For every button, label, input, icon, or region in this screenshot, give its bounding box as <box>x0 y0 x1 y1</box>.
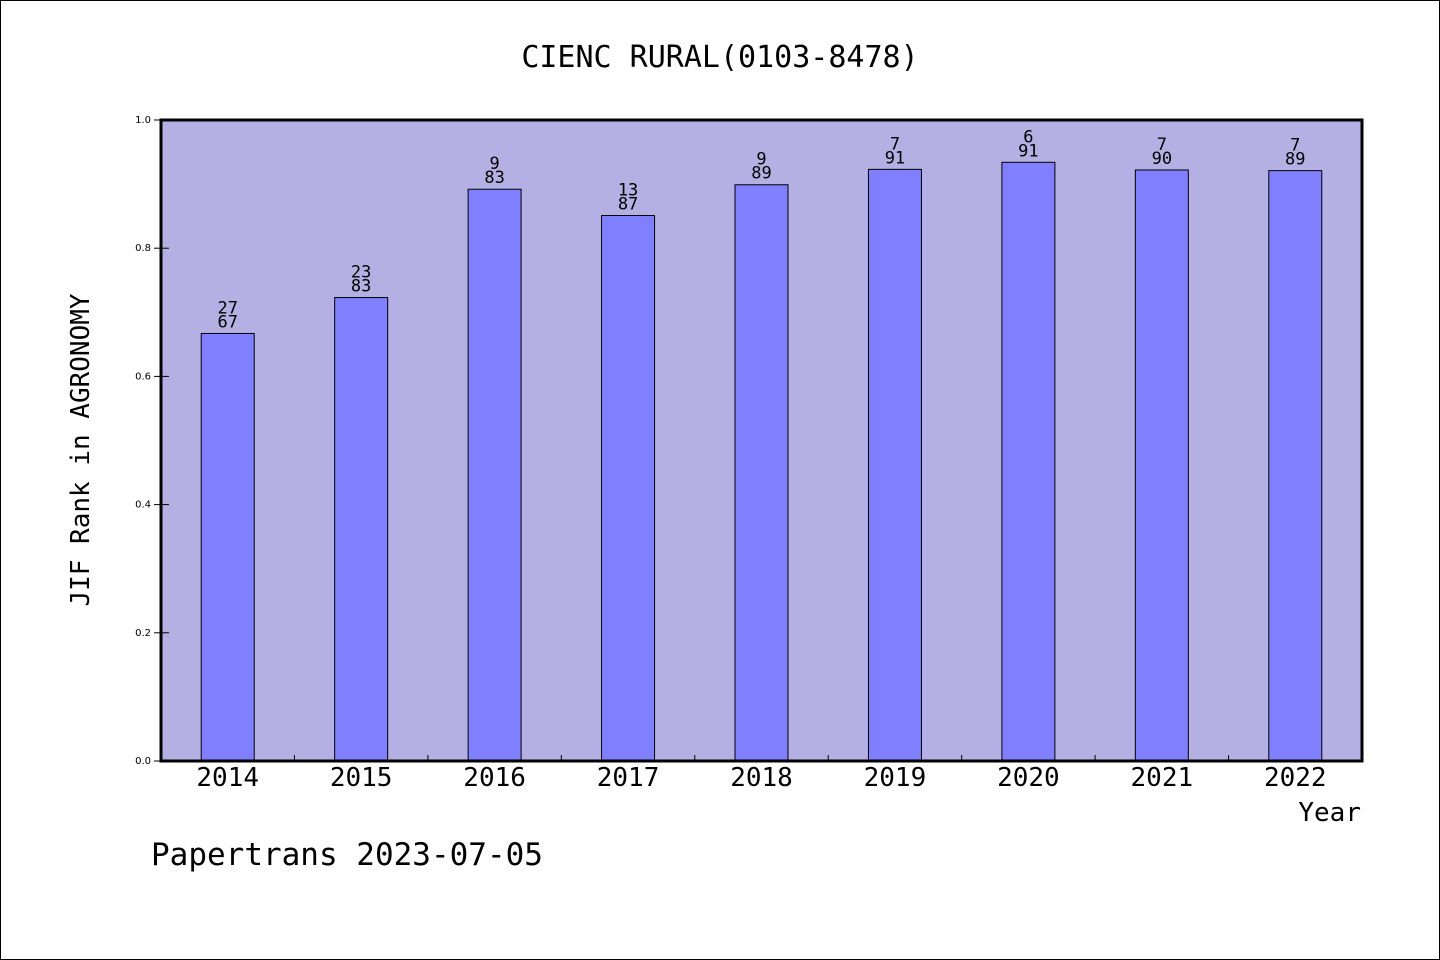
footer-watermark: Papertrans 2023-07-05 <box>151 837 543 873</box>
bar-rank-label: 6 <box>1023 127 1033 147</box>
x-tick-label: 2017 <box>597 763 660 793</box>
y-tick-label: 0.4 <box>135 500 151 511</box>
x-tick-label: 2019 <box>864 763 927 793</box>
bar-total-label: 67 <box>217 312 237 332</box>
plot-border <box>159 118 1364 763</box>
y-tick-label: 0.6 <box>135 371 151 382</box>
bar-2016 <box>467 188 522 762</box>
bar-total-label: 91 <box>885 148 905 168</box>
bar-rank-label: 7 <box>890 134 900 154</box>
y-tick-label: 0.0 <box>135 756 151 767</box>
chart-title: CIENC RURAL(0103-8478) <box>521 40 918 75</box>
y-tick-label: 0.8 <box>135 243 151 254</box>
x-tick-label: 2014 <box>196 763 259 793</box>
bar-2017 <box>601 215 656 762</box>
bar-2018 <box>734 184 789 762</box>
bar-total-label: 90 <box>1152 149 1172 169</box>
x-tick-label: 2016 <box>463 763 526 793</box>
x-tick-label: 2018 <box>730 763 793 793</box>
bar-rank-label: 23 <box>351 263 371 283</box>
bar-rank-label: 9 <box>489 154 499 174</box>
bar-2022 <box>1268 170 1323 762</box>
y-tick-label: 1.0 <box>135 115 151 126</box>
bar-rank-label: 27 <box>217 298 237 318</box>
x-tick-label: 2015 <box>330 763 393 793</box>
bar-2015 <box>334 297 389 762</box>
bar-rank-label: 7 <box>1157 135 1167 155</box>
bar-total-label: 91 <box>1018 141 1038 161</box>
bar-2020 <box>1001 161 1056 762</box>
y-axis-label: JIF Rank in AGRONOMY <box>66 293 96 606</box>
y-tick-label: 0.2 <box>135 628 151 639</box>
bar-2019 <box>867 168 922 762</box>
x-tick-label: 2021 <box>1131 763 1194 793</box>
bar-total-label: 83 <box>484 168 504 188</box>
bar-rank-label: 7 <box>1290 136 1300 156</box>
bar-2014 <box>200 332 255 762</box>
bar-total-label: 89 <box>751 164 771 184</box>
x-tick-label: 2022 <box>1264 763 1327 793</box>
x-axis: 2014 2015 2016 2017 2018 2019 2020 2021 2022 <box>196 755 1327 793</box>
bar-total-label: 83 <box>351 277 371 297</box>
bar-rank-label: 9 <box>756 150 766 170</box>
bar-total-label: 87 <box>618 195 638 215</box>
x-axis-label: Year <box>1298 798 1361 828</box>
bars-group <box>200 161 1323 762</box>
bar-total-label: 89 <box>1285 150 1305 170</box>
bar-rank-label: 13 <box>618 181 638 201</box>
x-tick-label: 2020 <box>997 763 1060 793</box>
y-axis: 0.0 0.2 0.4 0.6 0.8 1.0 <box>135 115 169 767</box>
bar-2021 <box>1134 169 1189 762</box>
